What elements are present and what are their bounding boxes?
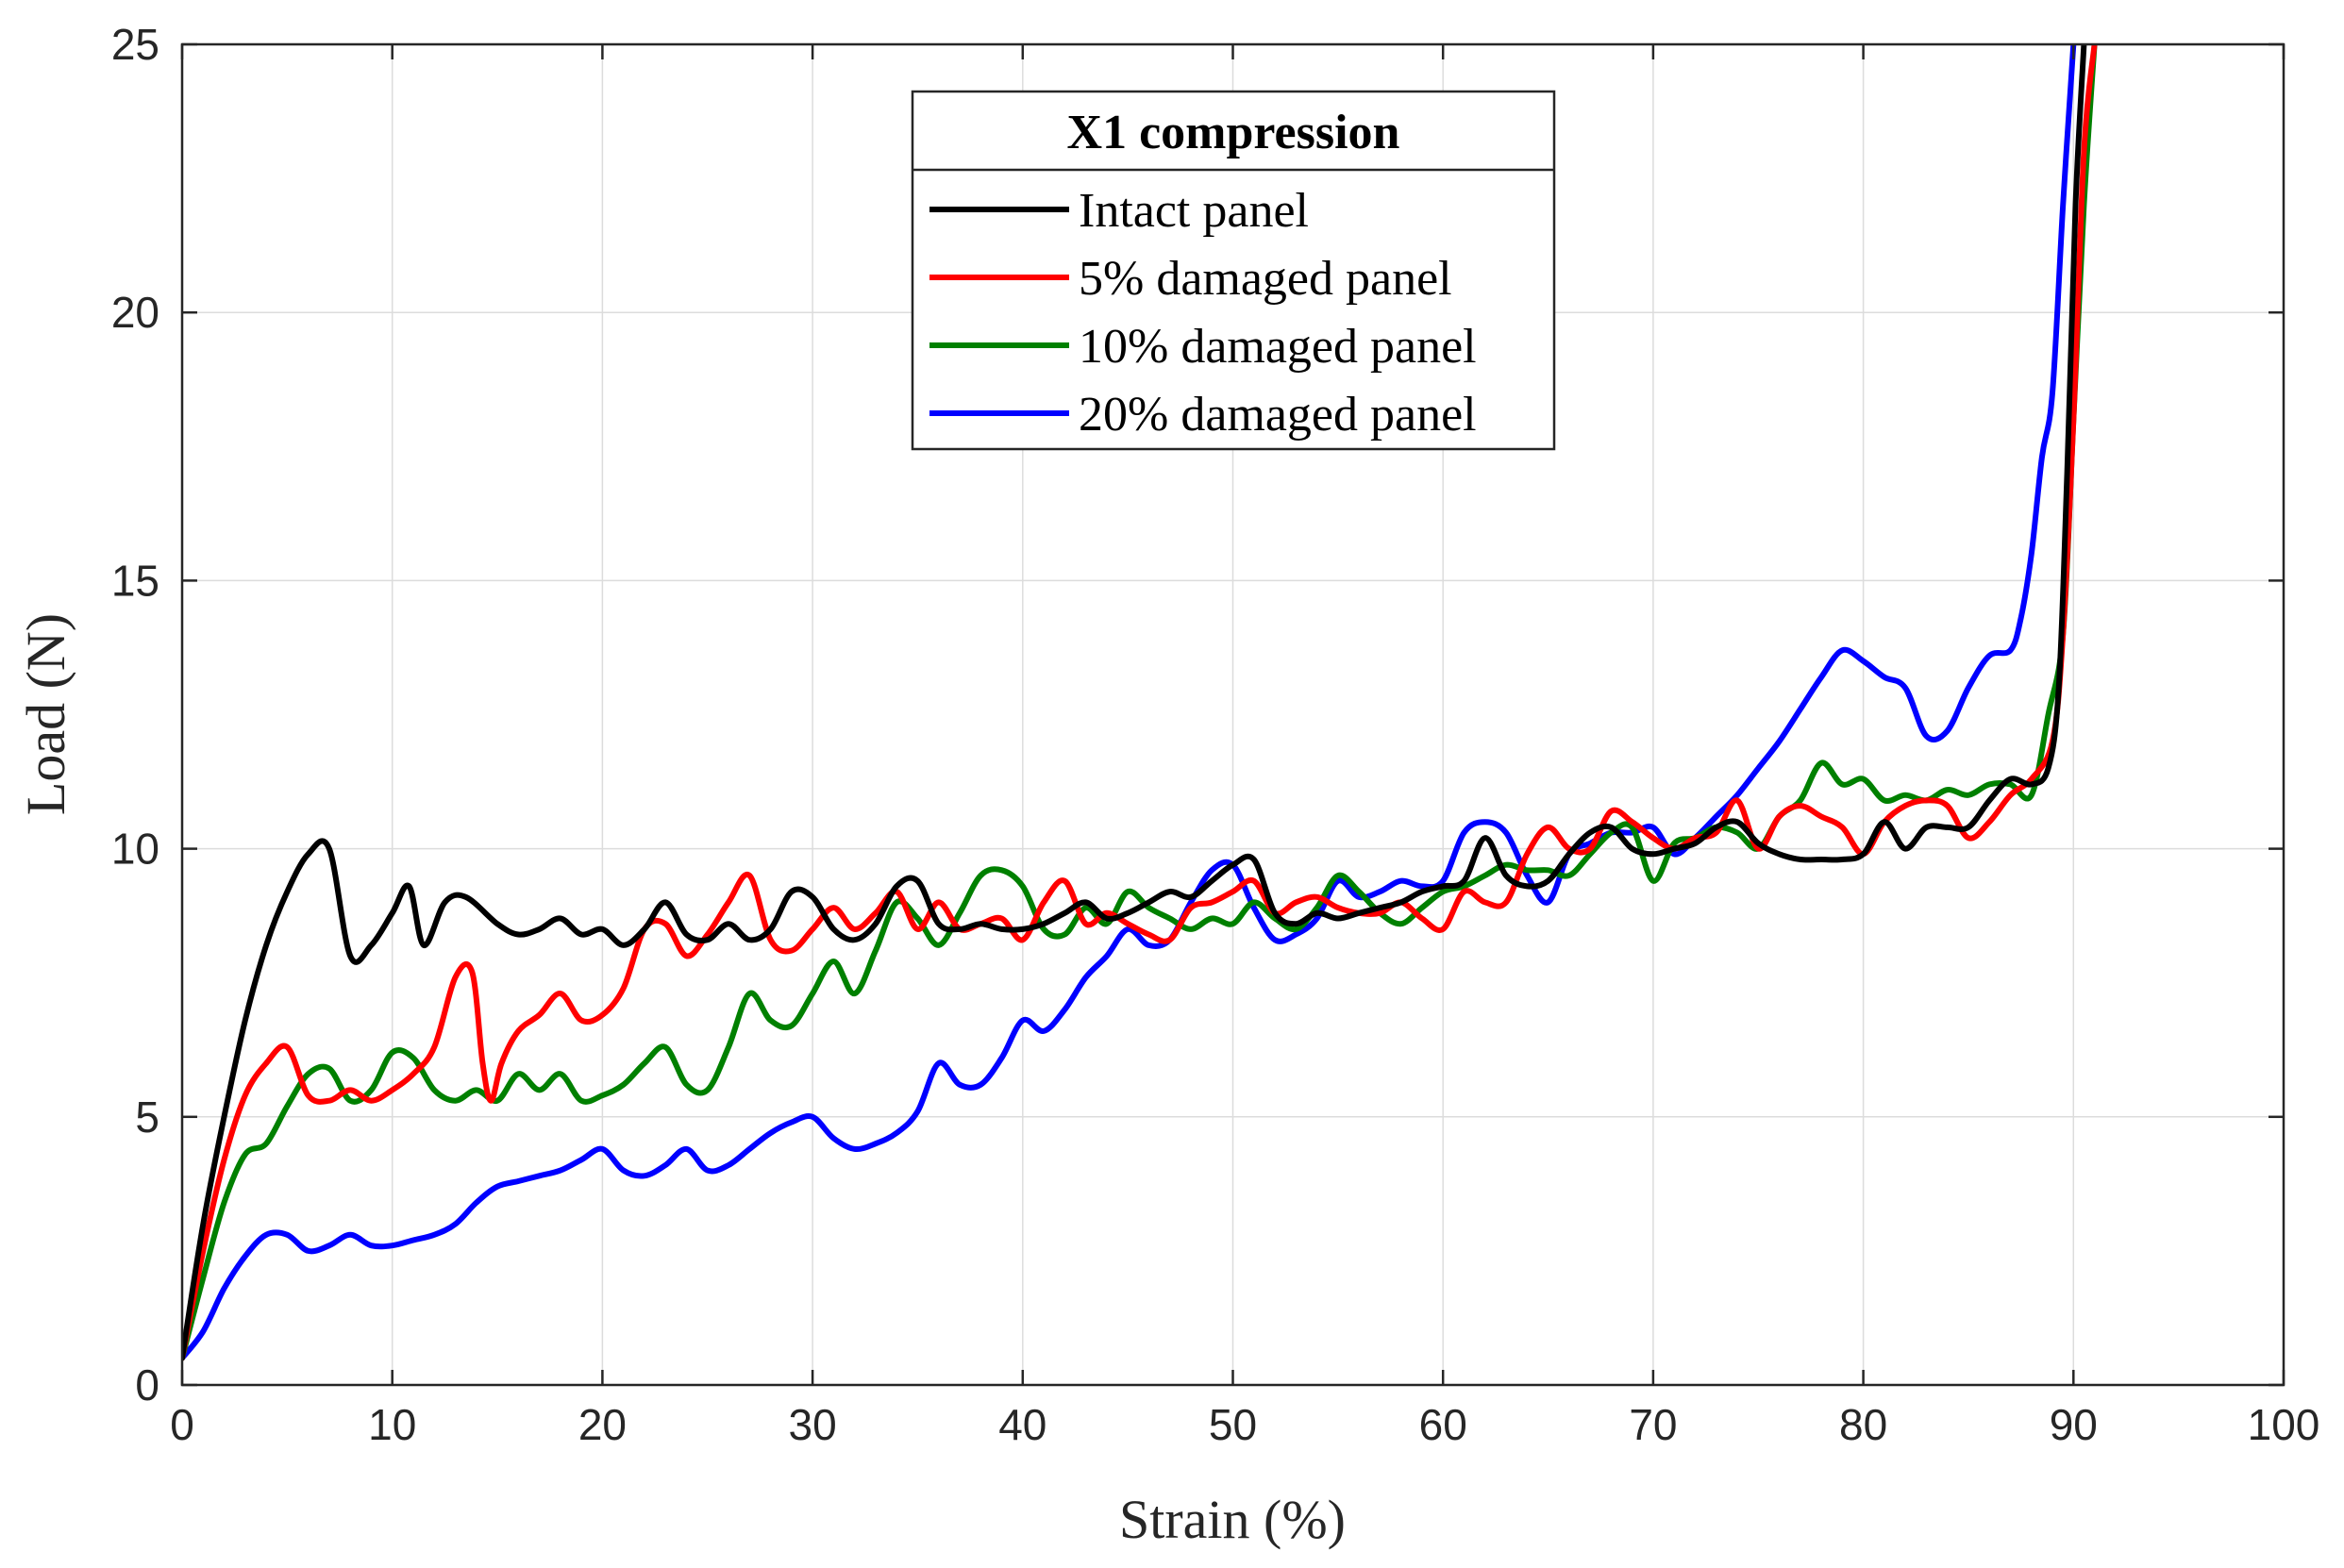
- y-tick-label: 0: [135, 1360, 159, 1410]
- legend-label-20pct-damaged-panel: 20% damaged panel: [1079, 388, 1477, 442]
- x-tick-label: 10: [368, 1400, 416, 1449]
- legend-entries: Intact panel 5% damaged panel 10% damaged …: [929, 184, 1477, 442]
- x-tick-label: 40: [998, 1400, 1046, 1449]
- legend-label-intact-panel: Intact panel: [1079, 184, 1309, 238]
- series-layer: [182, 44, 2098, 1361]
- x-tick-label: 60: [1419, 1400, 1467, 1449]
- y-axis-title: Load (N): [15, 613, 76, 815]
- x-tick-label: 50: [1209, 1400, 1257, 1449]
- x-tick-label: 80: [1839, 1400, 1887, 1449]
- y-tick-label: 25: [111, 20, 159, 69]
- y-tick-label: 10: [111, 825, 159, 874]
- series-line-10pct-damaged-panel: [182, 44, 2098, 1361]
- series-line-5pct-damaged-panel: [182, 44, 2098, 1361]
- legend-label-5pct-damaged-panel: 5% damaged panel: [1079, 252, 1452, 306]
- x-tick-label: 100: [2248, 1400, 2320, 1449]
- legend-title: X1 compression: [1067, 106, 1400, 159]
- x-tick-label: 20: [578, 1400, 627, 1449]
- y-tick-label: 20: [111, 288, 159, 337]
- legend-label-10pct-damaged-panel: 10% damaged panel: [1079, 320, 1477, 374]
- series-line-intact-panel: [182, 44, 2087, 1361]
- axis-ticks: [180, 42, 2285, 1387]
- y-tick-label: 15: [111, 556, 159, 605]
- x-tick-label: 90: [2050, 1400, 2098, 1449]
- x-axis-title: Strain (%): [1119, 1489, 1346, 1550]
- legend: X1 compression Intact panel 5% damaged pa…: [911, 90, 1556, 451]
- y-tick-label: 5: [135, 1093, 159, 1142]
- legend-box: [911, 90, 1556, 451]
- tick-labels: 0 10 20 30 40 50 60 70 80 90 100 0 5 10 15 20 25: [111, 20, 2320, 1449]
- x-tick-label: 0: [170, 1400, 194, 1449]
- x-tick-label: 70: [1629, 1400, 1677, 1449]
- x-tick-label: 30: [789, 1400, 837, 1449]
